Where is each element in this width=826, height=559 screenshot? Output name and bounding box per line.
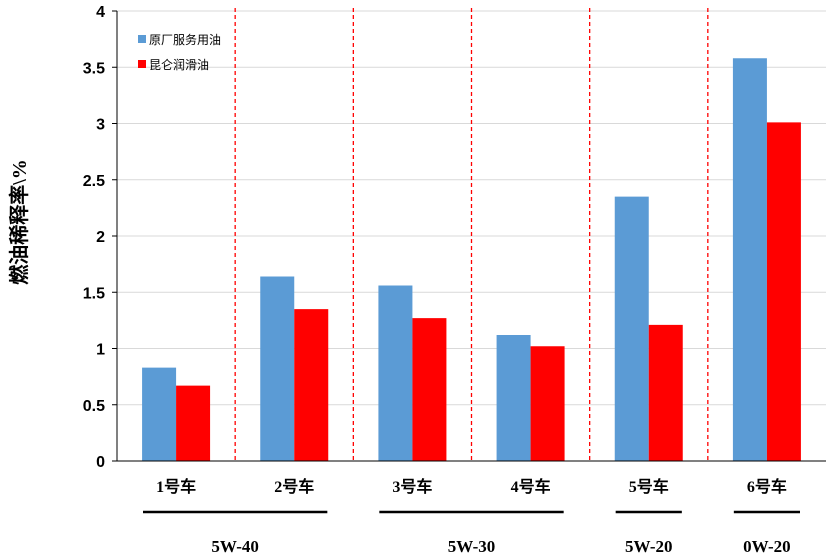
- bar-kunlun-1: [176, 385, 211, 461]
- bar-kunlun-3: [412, 318, 447, 461]
- bar-kunlun-6: [766, 122, 801, 461]
- group-labels: 5W-40 5W-30 5W-20 0W-20: [211, 537, 790, 556]
- legend-swatch-2: [138, 60, 146, 68]
- y-tick-label-7: 3.5: [83, 60, 105, 77]
- group-label-2: 5W-30: [448, 537, 496, 556]
- y-tick-label-2: 1: [96, 342, 105, 359]
- y-axis-label: 燃油稀释率\%: [7, 159, 31, 285]
- group-label-3: 5W-20: [625, 537, 673, 556]
- y-tick-label-0: 0: [96, 454, 105, 471]
- bar-oem-4: [496, 335, 531, 461]
- x-category-labels: 1号车 2号车 3号车 4号车 5号车 6号车: [156, 477, 787, 496]
- x-tick-label-3: 3号车: [392, 477, 432, 496]
- y-tick-label-3: 1.5: [83, 285, 105, 302]
- legend-swatch-1: [138, 35, 146, 43]
- bars: [142, 58, 801, 461]
- y-tick-label-6: 3: [96, 117, 105, 134]
- bar-oem-6: [732, 58, 767, 461]
- bar-kunlun-2: [294, 309, 329, 461]
- x-tick-label-5: 5号车: [629, 477, 669, 496]
- y-tick-label-1: 0.5: [83, 398, 105, 415]
- x-tick-label-2: 2号车: [274, 477, 314, 496]
- y-tick-label-8: 4: [96, 4, 105, 21]
- group-label-4: 0W-20: [743, 537, 791, 556]
- legend-label-1: 原厂服务用油: [149, 32, 221, 47]
- x-tick-label-6: 6号车: [747, 477, 787, 496]
- group-label-1: 5W-40: [211, 537, 259, 556]
- axes: [116, 11, 826, 462]
- legend-label-2: 昆仑润滑油: [149, 58, 209, 72]
- bar-oem-1: [142, 367, 177, 461]
- bar-kunlun-4: [530, 346, 565, 461]
- group-separators: [234, 8, 709, 461]
- y-tick-labels: 0 0.5 1 1.5 2 2.5 3 3.5 4: [83, 4, 105, 471]
- bar-oem-5: [614, 196, 649, 461]
- bar-oem-2: [260, 276, 295, 461]
- gridlines: [112, 10, 826, 462]
- x-tick-label-4: 4号车: [511, 477, 551, 496]
- bar-kunlun-5: [648, 324, 683, 461]
- y-tick-label-4: 2: [96, 229, 105, 246]
- x-tick-label-1: 1号车: [156, 477, 196, 496]
- bar-oem-3: [378, 285, 413, 461]
- y-tick-label-5: 2.5: [83, 173, 105, 190]
